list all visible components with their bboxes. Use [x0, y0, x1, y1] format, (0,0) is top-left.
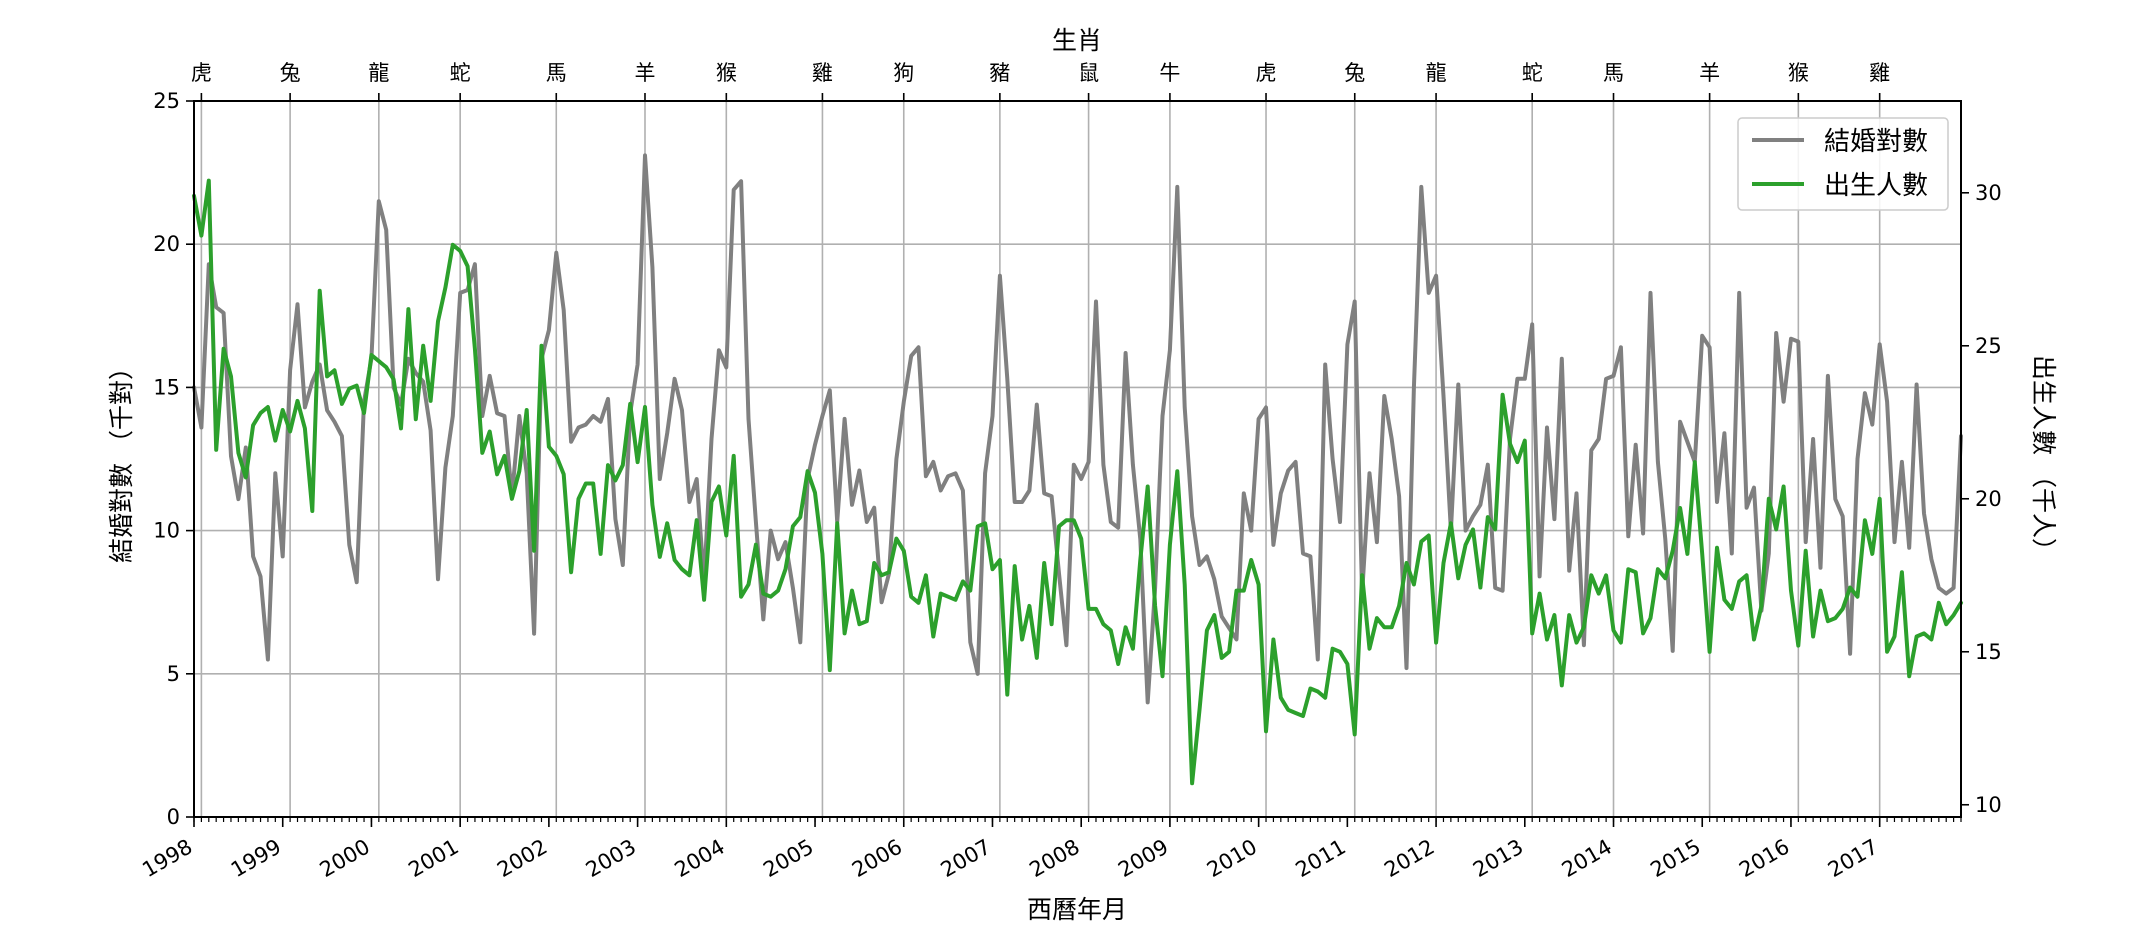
- y-tick-label: 5: [167, 662, 180, 686]
- zodiac-label: 猴: [716, 61, 737, 85]
- y-tick-label: 0: [167, 805, 180, 829]
- plot-frame: [193, 100, 1962, 818]
- zodiac-label: 牛: [1159, 61, 1180, 85]
- zodiac-label: 豬: [989, 61, 1010, 85]
- x-year-label: 2004: [671, 835, 729, 883]
- legend-label-births: 出生人數: [1824, 171, 1928, 201]
- zodiac-label: 龍: [368, 61, 389, 85]
- y-axis-title: 結婚對數 （千對）: [107, 355, 136, 563]
- zodiac-label: 狗: [893, 61, 914, 85]
- x-year-label: 2013: [1469, 835, 1527, 883]
- y-tick-label: 10: [153, 519, 180, 543]
- x-axis-title: 西曆年月: [1027, 895, 1127, 924]
- zodiac-label: 雞: [812, 61, 833, 85]
- x-year-label: 2001: [404, 835, 462, 883]
- zodiac-label: 猴: [1788, 61, 1809, 85]
- zodiac-label: 羊: [634, 61, 655, 85]
- y2-tick-label: 30: [1975, 181, 2002, 205]
- zodiac-label: 兔: [280, 61, 301, 85]
- zodiac-label: 鼠: [1078, 61, 1099, 85]
- x-year-label: 1998: [138, 835, 196, 883]
- x-year-label: 2014: [1558, 835, 1616, 883]
- y2-axis-title: 出生人數 （千人）: [2029, 355, 2058, 563]
- x-year-label: 1999: [227, 835, 285, 883]
- x-year-label: 2003: [582, 835, 640, 883]
- series-line-births: [192, 178, 1963, 786]
- x-year-label: 2010: [1203, 835, 1261, 883]
- x-year-label: 2017: [1824, 835, 1882, 883]
- legend: 結婚對數 出生人數: [1737, 117, 1949, 211]
- zodiac-label: 蛇: [1522, 61, 1543, 85]
- zodiac-label: 雞: [1869, 61, 1890, 85]
- y2-tick-label: 10: [1975, 793, 2002, 817]
- zodiac-label: 馬: [1603, 61, 1624, 85]
- x-year-label: 2006: [848, 835, 906, 883]
- x-year-label: 2011: [1292, 835, 1350, 883]
- zodiac-label: 羊: [1699, 61, 1720, 85]
- x-year-label: 2002: [493, 835, 551, 883]
- y2-tick-label: 20: [1975, 487, 2002, 511]
- zodiac-label: 龍: [1426, 61, 1447, 85]
- y2-tick-label: 25: [1975, 334, 2002, 358]
- y-tick-label: 15: [153, 375, 180, 399]
- series-line-marriages: [192, 153, 1963, 705]
- x-year-label: 2000: [316, 835, 374, 883]
- top-axis-title: 生肖: [1052, 26, 1102, 55]
- zodiac-label: 虎: [191, 61, 212, 85]
- legend-label-marriages: 結婚對數: [1824, 127, 1928, 157]
- zodiac-label: 蛇: [450, 61, 471, 85]
- series-lines: [192, 153, 1963, 786]
- y-tick-label: 25: [153, 89, 180, 113]
- zodiac-label: 虎: [1256, 61, 1277, 85]
- x-year-label: 2009: [1114, 835, 1172, 883]
- x-year-label: 2005: [759, 835, 817, 883]
- x-year-label: 2016: [1735, 835, 1793, 883]
- zodiac-label: 兔: [1344, 61, 1365, 85]
- x-year-label: 2015: [1646, 835, 1704, 883]
- y-tick-label: 20: [153, 232, 180, 256]
- y2-tick-label: 15: [1975, 640, 2002, 664]
- zodiac-label: 馬: [546, 61, 567, 85]
- x-year-label: 2007: [937, 835, 995, 883]
- x-year-label: 2012: [1380, 835, 1438, 883]
- x-year-label: 2008: [1025, 835, 1083, 883]
